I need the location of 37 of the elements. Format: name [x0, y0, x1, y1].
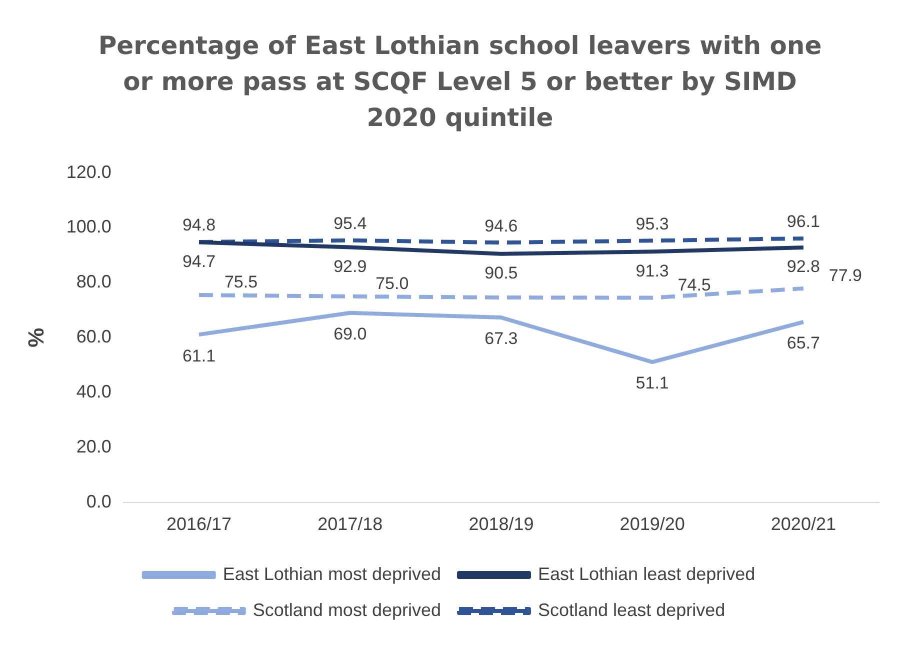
chart-title: Percentage of East Lothian school leavers with one or more pass at SCQF Level 5 or better by SIMD 2020 quintile [97, 30, 823, 134]
data-label: 74.5 [678, 275, 711, 294]
data-label: 92.9 [334, 256, 367, 276]
data-label: 94.7 [182, 252, 216, 271]
x-tick-label: 2017/18 [318, 514, 383, 534]
legend-label: East Lothian most deprived [222, 564, 442, 584]
x-tick-label: 2020/21 [770, 514, 836, 534]
data-label: 77.9 [828, 266, 862, 286]
y-tick-label: 100.0 [66, 216, 112, 237]
y-tick-label: 80.0 [76, 272, 112, 292]
data-label: 94.6 [484, 216, 518, 236]
data-label: 75.0 [376, 274, 409, 294]
legend-label: Scotland least deprived [538, 600, 726, 620]
data-label: 94.8 [182, 216, 216, 235]
data-label: 95.3 [636, 214, 669, 234]
y-tick-label: 20.0 [76, 436, 112, 456]
data-label: 96.1 [786, 212, 820, 232]
data-label: 75.5 [224, 272, 258, 292]
data-label: 95.4 [334, 214, 367, 234]
data-label: 69.0 [334, 324, 367, 344]
data-label: 65.7 [786, 334, 820, 353]
y-axis-title: % [23, 328, 48, 348]
y-tick-label: 0.0 [86, 491, 112, 512]
x-tick-label: 2019/20 [620, 514, 685, 534]
data-label: 91.3 [636, 261, 669, 280]
data-label: 90.5 [484, 264, 518, 283]
data-label: 92.8 [786, 257, 820, 276]
x-tick-label: 2016/17 [166, 514, 232, 534]
legend-label: East Lothian least deprived [538, 564, 756, 584]
x-tick-label: 2018/19 [468, 514, 534, 534]
y-tick-label: 40.0 [76, 382, 112, 402]
data-label: 51.1 [636, 374, 669, 393]
y-tick-label: 120.0 [66, 162, 112, 182]
legend-label: Scotland most deprived [252, 600, 441, 620]
data-label: 61.1 [182, 346, 216, 366]
y-tick-label: 60.0 [76, 326, 112, 347]
data-label: 67.3 [484, 329, 518, 348]
